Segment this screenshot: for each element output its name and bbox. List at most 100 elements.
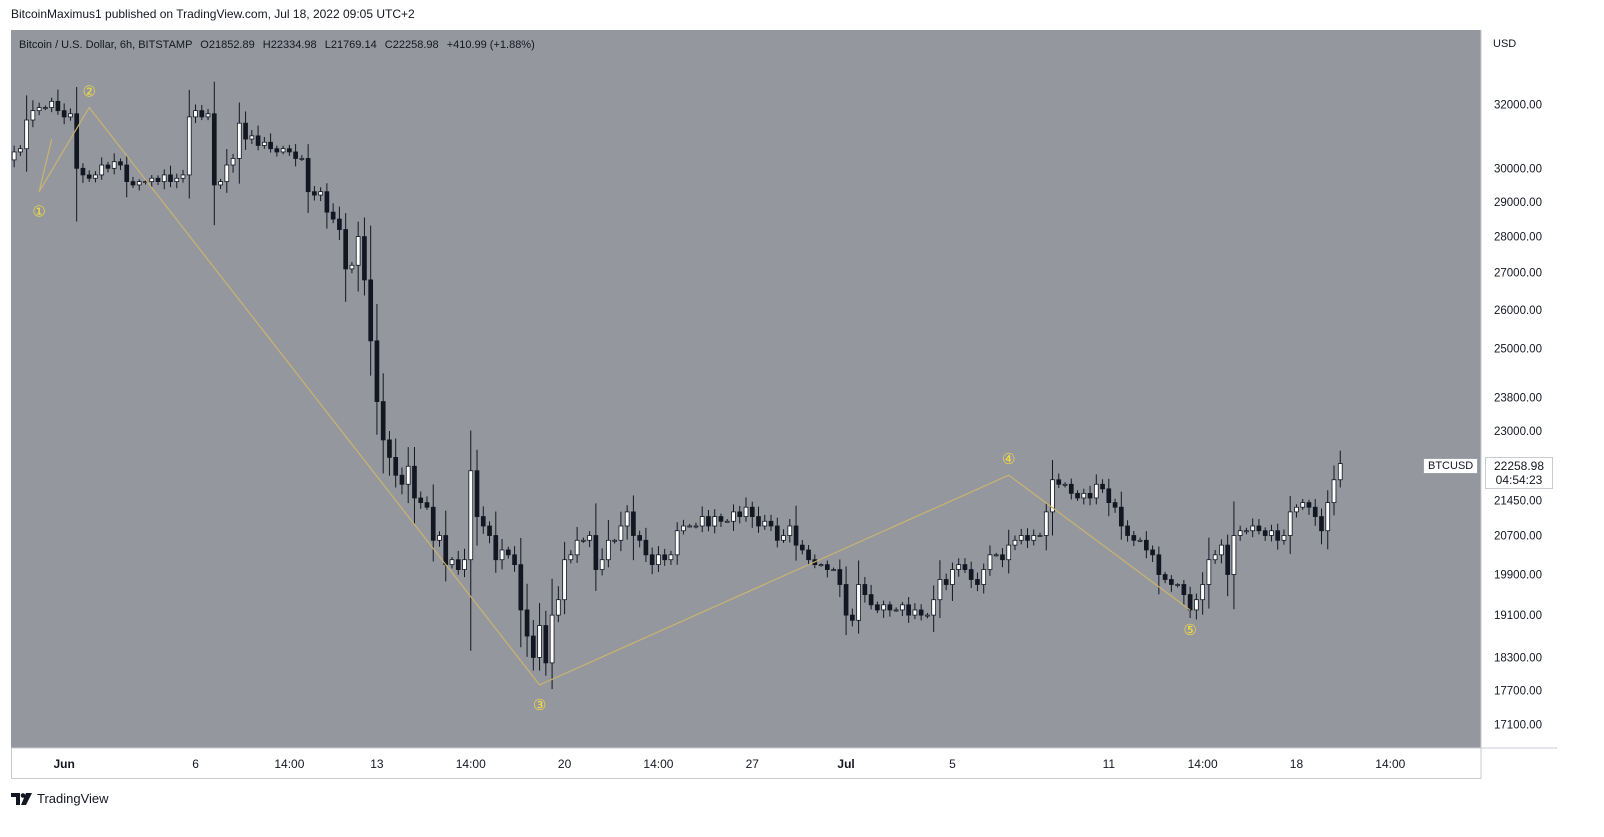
candle-down [243, 122, 248, 140]
candle-down [1068, 483, 1074, 494]
bar-countdown: 04:54:23 [1495, 473, 1543, 487]
candle-up [893, 609, 899, 612]
candle-up [537, 625, 542, 658]
candle-down [287, 148, 292, 153]
candle-down [80, 167, 86, 176]
candle-down [850, 614, 855, 621]
symbol-tag: BTCUSD [1423, 458, 1479, 474]
candle-down [1169, 579, 1174, 585]
legend-open-value: 21852.89 [208, 39, 255, 51]
candle-down [393, 457, 399, 476]
x-tick-label: Jul [837, 757, 854, 771]
candle-up [668, 554, 674, 561]
price-chart[interactable]: USD 32000.00 30000.00 29000.00 28000.00 27000… [11, 30, 1557, 779]
candle-down [412, 465, 417, 499]
candle-up [249, 135, 255, 140]
candle-up [1250, 525, 1256, 532]
candle-down [862, 584, 868, 596]
candle-down [1256, 525, 1262, 532]
y-tick-label: 17700.00 [1494, 685, 1542, 697]
candle-up [987, 554, 993, 570]
candle-up [161, 174, 167, 182]
y-tick-label: 17100.00 [1494, 720, 1542, 732]
candle-up [1231, 535, 1237, 575]
candle-up [1050, 479, 1055, 513]
candle-up [581, 539, 586, 542]
candle-down [424, 502, 430, 508]
candle-up [1294, 506, 1299, 513]
plot-area [11, 30, 1481, 748]
candle-down [806, 549, 811, 561]
candle-down [637, 535, 642, 541]
wave-label-5: ⑤ [1183, 621, 1196, 639]
candle-down [418, 497, 424, 503]
candle-down [1262, 530, 1268, 536]
publisher-line: BitcoinMaximus1 published on TradingView… [11, 7, 415, 21]
y-tick-label: 21450.00 [1494, 495, 1542, 507]
candle-down [518, 564, 524, 611]
last-price-value: 22258.98 [1493, 459, 1545, 473]
candle-up [93, 174, 98, 179]
candle-up [956, 564, 962, 570]
candle-down [843, 584, 849, 616]
candle-down [1144, 539, 1149, 551]
candle-up [674, 530, 680, 556]
candle-up [262, 141, 267, 146]
x-tick-label: Jun [53, 757, 74, 771]
candle-down [1306, 502, 1312, 508]
candle-up [24, 119, 29, 150]
candle-up [831, 569, 836, 571]
wave-label-4: ④ [1002, 450, 1015, 468]
legend-high-value: 22334.98 [270, 39, 317, 51]
candle-down [768, 520, 774, 527]
candle-down [368, 279, 374, 342]
candle-up [656, 554, 661, 566]
candle-up [1200, 584, 1205, 601]
candle-down [968, 569, 974, 580]
candle-up [925, 614, 930, 617]
candle-down [530, 635, 536, 658]
candle-down [774, 525, 780, 541]
candle-down [255, 135, 261, 146]
candle-up [1137, 539, 1143, 542]
currency-label: USD [1493, 38, 1516, 50]
candle-down [74, 113, 80, 169]
candle-up [556, 599, 561, 616]
candle-down [505, 549, 511, 556]
legend-close-value: 22258.98 [392, 39, 439, 51]
legend-open-label: O [200, 39, 209, 51]
candle-down [749, 506, 755, 517]
candle-down [1100, 483, 1105, 490]
candle-up [712, 516, 718, 527]
candle-up [136, 181, 142, 186]
candle-up [43, 107, 48, 109]
footer-brand[interactable]: TradingView [11, 791, 109, 806]
candle-up [499, 549, 505, 561]
x-tick-label: 27 [746, 757, 760, 771]
candle-up [11, 151, 17, 161]
y-tick-label: 18300.00 [1494, 652, 1542, 664]
candle-up [1206, 559, 1212, 585]
candle-down [593, 535, 599, 570]
candle-up [881, 604, 886, 611]
candle-up [299, 158, 305, 160]
candle-up [574, 539, 580, 556]
candle-down [86, 174, 92, 179]
candle-up [68, 113, 73, 118]
y-tick-label: 25000.00 [1494, 344, 1542, 356]
candle-down [374, 340, 380, 402]
candle-down [1075, 492, 1080, 499]
candle-down [543, 625, 549, 664]
candle-up [1237, 530, 1243, 536]
elliott-wave-line [38, 106, 1191, 686]
candle-up [1037, 535, 1043, 537]
candle-up [1300, 502, 1306, 508]
candle-down [274, 148, 280, 153]
x-tick-label: 13 [370, 757, 384, 771]
candle-down [168, 174, 173, 182]
candle-down [1087, 492, 1093, 499]
candle-down [455, 559, 461, 570]
candle-up [1269, 530, 1274, 536]
y-tick-label: 27000.00 [1494, 268, 1542, 280]
y-tick-label: 23800.00 [1494, 392, 1542, 404]
